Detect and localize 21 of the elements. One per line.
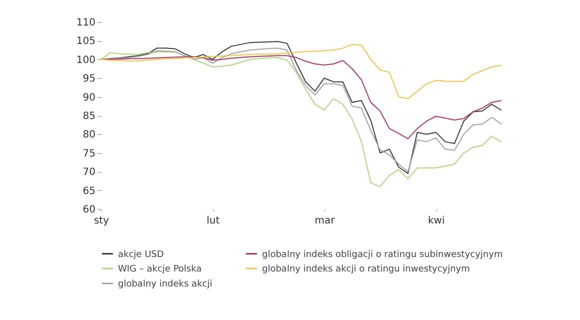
y-tick-label: 95: [82, 74, 96, 85]
x-tick-label: mar: [314, 216, 336, 226]
y-tick-label: 75: [82, 148, 96, 160]
y-tick-label: 65: [82, 186, 96, 197]
legend-label: globalny indeks obligacji o ratingu subinwestycyjnym: [262, 250, 503, 260]
y-tick-label: 90: [82, 92, 96, 104]
y-tick-label: 85: [82, 111, 96, 122]
x-tick-label: kwi: [428, 216, 445, 226]
legend-label: WIG – akcje Polska: [118, 264, 202, 274]
y-tick-label: 105: [76, 36, 96, 48]
line-series: [100, 44, 502, 100]
y-tick-label: 80: [82, 130, 96, 141]
y-tick-label: 100: [76, 54, 96, 66]
legend-label: globalny indeks akcji o ratingu inwestycyjnym: [262, 264, 470, 274]
legend-label: akcje USD: [118, 250, 164, 260]
y-tick-label: 70: [82, 167, 96, 178]
y-tick-label: 60: [82, 204, 96, 216]
y-tick-label: 110: [76, 18, 96, 28]
legend-label: globalny indeks akcji: [118, 280, 212, 290]
x-tick-label: sty: [94, 216, 110, 226]
x-tick-label: lut: [206, 216, 220, 226]
